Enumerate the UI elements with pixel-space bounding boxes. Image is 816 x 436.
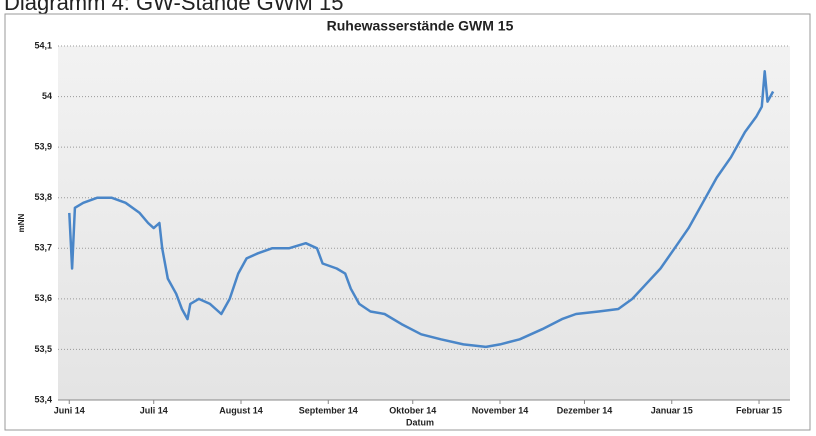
y-axis-label: mNN bbox=[17, 213, 26, 232]
x-tick-label: Januar 15 bbox=[651, 405, 693, 415]
caption: Diagramm 4: GW-Stände GWM 15 bbox=[4, 0, 343, 15]
x-axis-label: Datum bbox=[406, 417, 434, 427]
x-tick-label: Dezember 14 bbox=[557, 405, 613, 415]
x-tick-label: Februar 15 bbox=[736, 405, 782, 415]
line-series bbox=[68, 70, 775, 349]
x-tick-label: November 14 bbox=[472, 405, 529, 415]
x-tick-label: September 14 bbox=[299, 405, 358, 415]
x-tick-label: Juni 14 bbox=[54, 405, 85, 415]
plot-area bbox=[58, 46, 790, 400]
y-tick-label: 53,6 bbox=[34, 293, 52, 303]
chart-title: Ruhewasserstände GWM 15 bbox=[327, 18, 514, 34]
y-tick-label: 53,9 bbox=[34, 142, 52, 152]
y-tick-label: 54 bbox=[42, 91, 52, 101]
x-tick-label: Juli 14 bbox=[140, 405, 168, 415]
y-tick-label: 53,7 bbox=[34, 243, 52, 253]
y-tick-label: 54,1 bbox=[34, 40, 52, 50]
y-tick-label: 53,4 bbox=[34, 394, 52, 404]
x-tick-label: August 14 bbox=[219, 405, 263, 415]
x-tick-label: Oktober 14 bbox=[389, 405, 436, 415]
y-tick-label: 53,8 bbox=[34, 192, 52, 202]
y-tick-label: 53,5 bbox=[34, 344, 52, 354]
